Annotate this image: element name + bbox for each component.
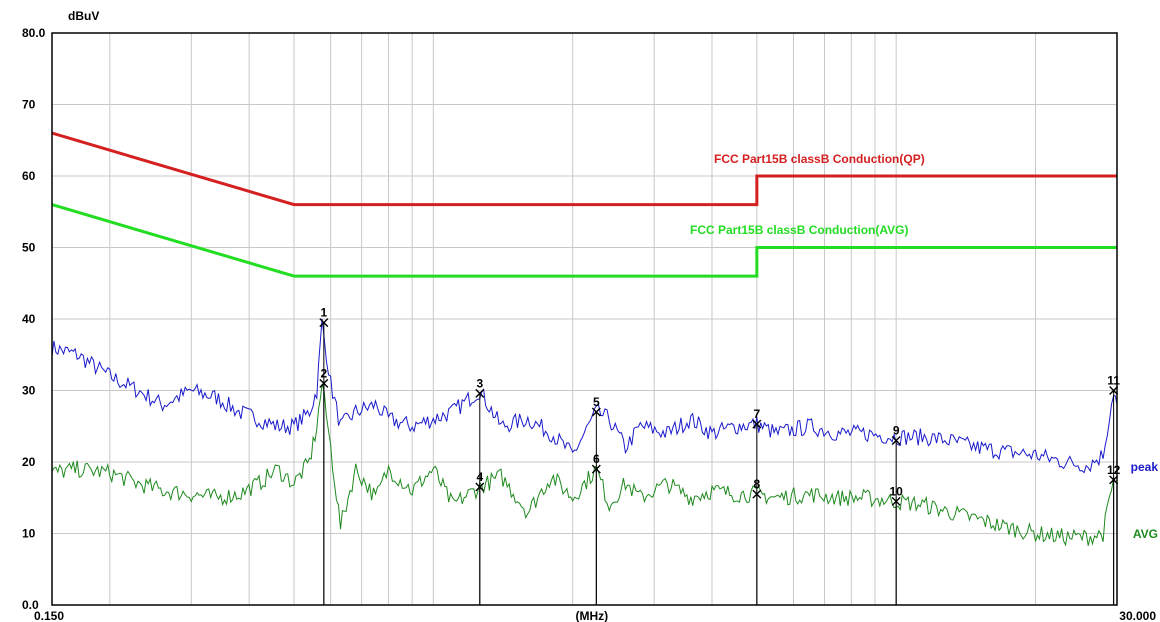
marker-6: 6 — [591, 452, 601, 605]
marker-label: 10 — [889, 484, 903, 498]
marker-label: 11 — [1107, 374, 1120, 388]
marker-label: 7 — [753, 407, 760, 421]
marker-label: 1 — [320, 306, 327, 320]
marker-label: 4 — [476, 470, 483, 484]
series-labels: FCC Part15B classB Conduction(QP) FCC Par… — [690, 152, 1158, 541]
marker-cross — [891, 436, 901, 446]
marker-label: 8 — [753, 477, 760, 491]
y-tick-label: 60 — [22, 169, 36, 183]
marker-label: 6 — [593, 452, 600, 466]
marker-cross — [591, 407, 601, 417]
plot-frame — [51, 32, 1118, 606]
marker-8: 8 — [752, 477, 762, 605]
x-tick-label: 0.150 — [34, 609, 64, 622]
marker-2: 2 — [319, 366, 329, 605]
marker-label: 12 — [1107, 463, 1121, 477]
series-line-peak — [51, 318, 1118, 474]
y-tick-label: 10 — [22, 527, 36, 541]
y-axis-label: dBuV — [68, 9, 99, 23]
marker-label: 9 — [893, 424, 900, 438]
y-tick-label: 80.0 — [22, 26, 46, 40]
marker-cross — [591, 464, 601, 474]
y-tick-label: 70 — [22, 98, 36, 112]
y-tick-label: 0.0 — [22, 598, 39, 612]
marker-label: 5 — [593, 395, 600, 409]
marker-cross — [752, 419, 762, 429]
y-tick-label: 40 — [22, 312, 36, 326]
series-line-avg — [51, 383, 1118, 547]
marker-label: 2 — [320, 366, 327, 380]
marker-cross — [319, 318, 329, 328]
series-line-qp-limit — [51, 131, 1117, 207]
x-axis-label: (MHz) — [575, 609, 608, 622]
marker-cross — [475, 388, 485, 398]
marker-cross — [752, 489, 762, 499]
series-label: FCC Part15B classB Conduction(AVG) — [690, 223, 908, 237]
y-tick-label: 20 — [22, 455, 36, 469]
x-tick-labels: 0.150 (MHz) 30.000 — [34, 609, 1156, 622]
series-label: FCC Part15B classB Conduction(QP) — [714, 152, 925, 166]
y-tick-labels: 0.0 10 20 30 40 50 60 70 80.0 — [22, 26, 46, 612]
y-tick-label: 50 — [22, 241, 36, 255]
marker-cross — [891, 496, 901, 506]
marker-cross — [319, 378, 329, 388]
series-layer — [51, 131, 1118, 547]
marker-4: 4 — [475, 470, 485, 605]
marker-10: 10 — [889, 484, 903, 605]
marker-label: 3 — [476, 376, 483, 390]
series-label: AVG — [1133, 527, 1158, 541]
series-label: peak — [1131, 460, 1159, 474]
marker-cross — [475, 482, 485, 492]
x-tick-label: 30.000 — [1119, 609, 1156, 622]
series-line-avg-limit — [51, 203, 1117, 278]
y-tick-label: 30 — [22, 384, 36, 398]
